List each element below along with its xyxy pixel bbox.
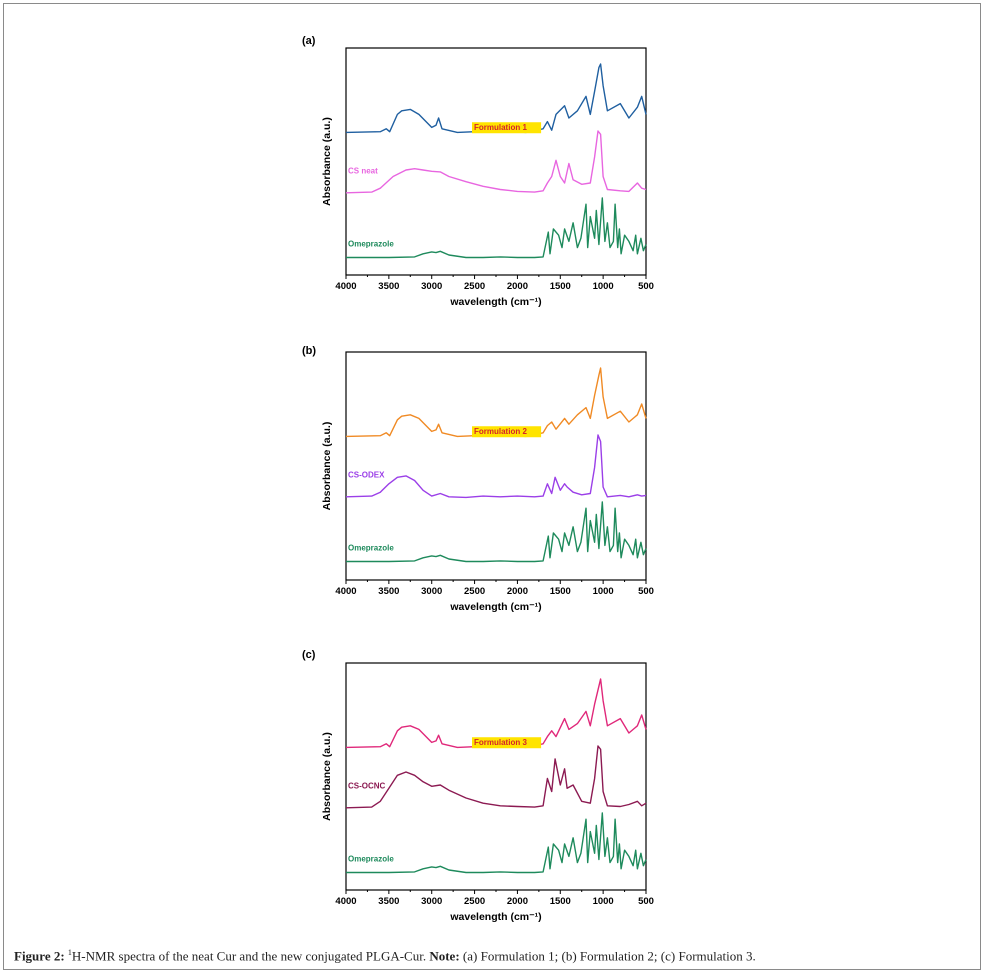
x-tick-label: 2500 — [464, 896, 485, 907]
x-tick-label: 4000 — [335, 281, 356, 292]
series-label-highlight — [472, 737, 542, 749]
x-tick-label: 1000 — [593, 281, 614, 292]
note-label: Note: — [429, 948, 460, 964]
x-tick-label: 3000 — [421, 281, 442, 292]
caption-text: H-NMR spectra of the neat Cur and the ne… — [71, 948, 427, 964]
x-tick-label: 1500 — [550, 586, 571, 597]
series-label: Formulation 2 — [474, 427, 527, 436]
y-axis-label: Absorbance (a.u.) — [321, 117, 333, 206]
series-label: CS neat — [348, 166, 378, 175]
x-tick-label: 1000 — [593, 586, 614, 597]
caption-label: Figure 2: — [14, 948, 65, 964]
ftir-figure: (a) 4000 3500 3000 2500 2000 1500 1000 500 wavele… — [302, 35, 654, 923]
x-tick-label: 2500 — [464, 281, 485, 292]
x-tick-label: 2000 — [507, 586, 528, 597]
note-text: (a) Formulation 1; (b) Formulation 2; (c… — [462, 948, 756, 964]
panel-label: (c) — [302, 649, 316, 661]
series-line-omeprazole — [346, 197, 647, 259]
caption-superscript: 1 — [67, 948, 72, 957]
x-tick-label: 3500 — [378, 586, 399, 597]
x-tick-label: 500 — [638, 281, 654, 292]
series-line-formulation-2 — [345, 367, 647, 438]
figure-frame — [3, 3, 981, 970]
x-tick-label: 500 — [638, 586, 654, 597]
x-tick-label: 3500 — [378, 281, 399, 292]
series-label-highlight — [472, 426, 542, 438]
series-label: Omeprazole — [348, 239, 394, 248]
series-line-omeprazole — [346, 501, 647, 563]
x-tick-label: 1500 — [550, 281, 571, 292]
series-label: Formulation 1 — [474, 123, 527, 132]
series-line-formulation-1 — [345, 63, 647, 134]
series-line-omeprazole — [346, 812, 647, 874]
x-tick-label: 2000 — [507, 281, 528, 292]
series-line-cs-odex — [345, 434, 647, 499]
x-tick-label: 3000 — [421, 896, 442, 907]
panel-label: (a) — [302, 35, 316, 47]
x-tick-label: 2500 — [464, 586, 485, 597]
y-axis-label: Absorbance (a.u.) — [321, 422, 333, 511]
series-line-formulation-3 — [345, 678, 647, 749]
x-tick-label: 3000 — [421, 586, 442, 597]
x-tick-label: 2000 — [507, 896, 528, 907]
x-axis-label: wavelength (cm⁻¹) — [449, 911, 541, 923]
figure-caption: Figure 2: 1H-NMR spectra of the neat Cur… — [14, 948, 974, 964]
series-label: CS-ODEX — [348, 470, 385, 479]
x-tick-label: 4000 — [335, 896, 356, 907]
x-tick-label: 1000 — [593, 896, 614, 907]
series-line-cs-ocnc — [345, 745, 647, 809]
y-axis-label: Absorbance (a.u.) — [321, 732, 333, 821]
x-tick-label: 1500 — [550, 896, 571, 907]
x-axis-label: wavelength (cm⁻¹) — [449, 601, 541, 613]
series-label: CS-OCNC — [348, 781, 386, 790]
series-label: Formulation 3 — [474, 738, 527, 747]
panel-label: (b) — [302, 345, 316, 357]
x-tick-label: 3500 — [378, 896, 399, 907]
x-tick-label: 500 — [638, 896, 654, 907]
series-label: Omeprazole — [348, 854, 394, 863]
x-tick-label: 4000 — [335, 586, 356, 597]
series-line-cs-neat — [345, 130, 647, 194]
x-axis-label: wavelength (cm⁻¹) — [449, 296, 541, 308]
series-label-highlight — [472, 122, 542, 134]
series-label: Omeprazole — [348, 543, 394, 552]
